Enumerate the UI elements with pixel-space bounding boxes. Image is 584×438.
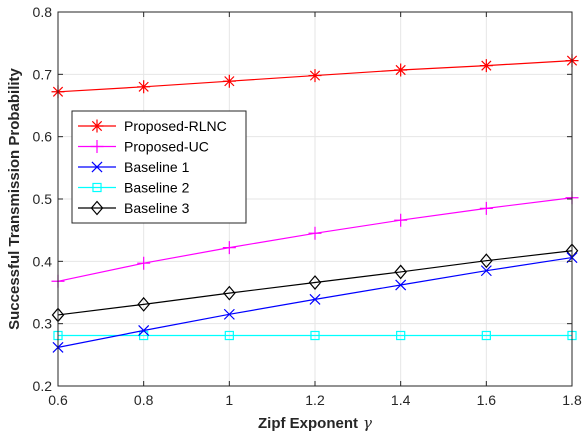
- data-point-marker: [309, 293, 321, 305]
- data-point-marker: [90, 119, 104, 133]
- data-point-marker: [223, 308, 235, 320]
- data-point: [137, 256, 151, 270]
- data-point: [310, 330, 320, 341]
- y-tick-label: 0.4: [33, 253, 53, 269]
- data-point: [223, 308, 235, 320]
- legend-entry: Proposed-UC: [78, 139, 209, 155]
- data-point-marker: [222, 241, 236, 255]
- series-line: [57, 250, 573, 316]
- legend-entry: Baseline 3: [78, 200, 190, 216]
- y-tick-label: 0.7: [33, 66, 53, 82]
- y-tick-label: 0.3: [33, 316, 53, 332]
- data-point-marker: [394, 213, 408, 227]
- x-axis-label-symbol: γ: [363, 414, 372, 432]
- y-tick-label: 0.8: [33, 4, 53, 20]
- y-tick-label: 0.5: [33, 191, 53, 207]
- data-point-marker: [90, 140, 104, 153]
- y-axis-ticks: 0.2 0.3 0.4 0.5 0.6 0.7 0.8: [33, 4, 572, 394]
- series-layer: [51, 54, 579, 353]
- data-point: [479, 59, 493, 73]
- data-point-marker: [479, 59, 493, 73]
- data-point: [308, 226, 322, 240]
- data-point: [222, 241, 236, 255]
- data-point-marker: [480, 253, 493, 269]
- data-point-marker: [395, 279, 407, 291]
- data-point: [138, 325, 150, 337]
- data-point: [90, 140, 104, 153]
- data-point: [309, 293, 321, 305]
- data-point: [137, 80, 151, 94]
- data-point-marker: [394, 63, 408, 77]
- legend-label: Proposed-UC: [124, 139, 209, 155]
- data-point: [90, 119, 104, 133]
- legend-label: Baseline 3: [124, 200, 190, 216]
- x-tick-label: 0.6: [48, 392, 68, 408]
- data-point-marker: [91, 161, 103, 173]
- data-point: [139, 330, 149, 341]
- data-point: [137, 296, 150, 312]
- legend-entry: Baseline 2: [78, 180, 190, 196]
- data-point-marker: [223, 285, 236, 301]
- x-axis-label: Zipf Exponent γ: [258, 414, 372, 432]
- legend-label: Baseline 2: [124, 180, 190, 196]
- data-point-marker: [137, 80, 151, 94]
- data-point: [90, 200, 104, 216]
- data-point: [394, 63, 408, 77]
- legend-entry: Baseline 1: [78, 159, 190, 175]
- x-tick-label: 1.4: [391, 392, 411, 408]
- legend-entry: Proposed-RLNC: [78, 118, 227, 134]
- data-point: [394, 264, 407, 280]
- data-point-marker: [308, 226, 322, 240]
- x-tick-label: 1.2: [305, 392, 325, 408]
- data-point-marker: [138, 325, 150, 337]
- data-point: [480, 253, 493, 269]
- data-point-marker: [308, 275, 322, 290]
- data-point: [224, 330, 234, 341]
- data-point: [91, 161, 103, 173]
- x-tick-label: 0.8: [134, 392, 154, 408]
- data-point-marker: [481, 330, 491, 341]
- data-point: [395, 279, 407, 291]
- data-point-marker: [310, 330, 320, 341]
- data-point-marker: [396, 330, 406, 341]
- data-point-marker: [222, 74, 236, 88]
- data-point-marker: [394, 264, 407, 280]
- data-point: [223, 285, 236, 301]
- data-point: [481, 330, 491, 341]
- data-point-marker: [92, 182, 102, 193]
- data-point: [480, 265, 492, 277]
- data-point-marker: [308, 69, 322, 83]
- data-point-marker: [480, 265, 492, 277]
- data-point: [308, 69, 322, 83]
- data-point: [479, 201, 493, 215]
- x-tick-label: 1.6: [477, 392, 497, 408]
- data-point-marker: [139, 330, 149, 341]
- x-axis-ticks: 0.6 0.8 1 1.2 1.4 1.6 1.8: [48, 12, 582, 408]
- data-point: [222, 74, 236, 88]
- data-point-marker: [479, 201, 493, 215]
- data-point: [394, 213, 408, 227]
- x-axis-label-text: Zipf Exponent: [258, 415, 358, 432]
- y-axis-label: Successful Transmission Probability: [6, 67, 23, 329]
- y-tick-label: 0.6: [33, 129, 53, 145]
- data-point-marker: [137, 296, 150, 312]
- data-point: [308, 275, 322, 290]
- legend-label: Baseline 1: [124, 159, 190, 175]
- data-point: [396, 330, 406, 341]
- data-point-marker: [90, 200, 104, 216]
- legend: Proposed-RLNC Proposed-UC Baseline 1 Baseli…: [71, 110, 247, 224]
- y-tick-label: 0.2: [33, 378, 53, 394]
- x-tick-label: 1: [225, 392, 233, 408]
- series-baseline-3: [51, 243, 579, 323]
- series-baseline-2: [53, 330, 577, 341]
- data-point-marker: [137, 256, 151, 270]
- data-point-marker: [224, 330, 234, 341]
- legend-label: Proposed-RLNC: [124, 118, 227, 134]
- x-tick-label: 1.8: [562, 392, 582, 408]
- data-point: [92, 182, 102, 193]
